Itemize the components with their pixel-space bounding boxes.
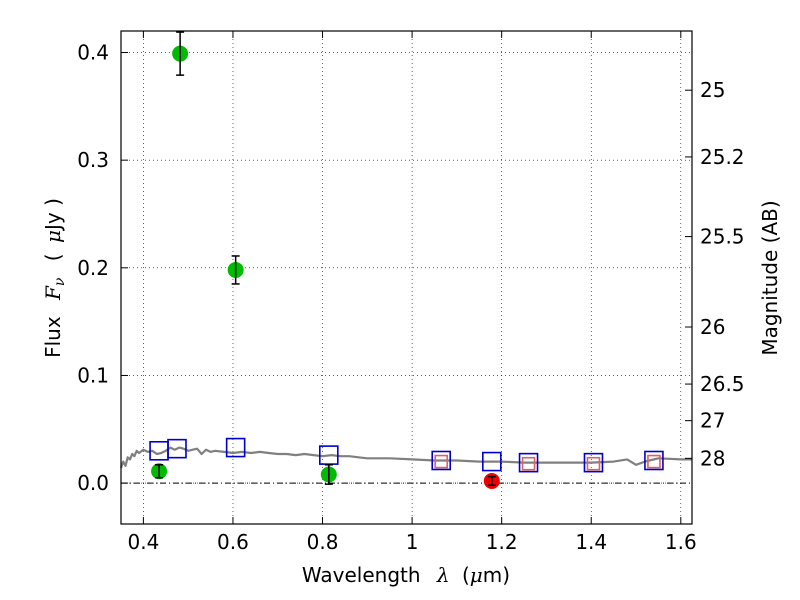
y-axis-title-unit-open: ( [41,253,65,261]
x-tick-label: 0.4 [127,530,159,554]
x-tick-label: 1.6 [665,530,697,554]
y2-tick-label: 25 [700,78,725,102]
y2-axis-title: Magnitude (AB) [758,200,782,355]
y2-tick-label: 28 [700,446,725,470]
y2-tick-label: 26.5 [700,372,745,396]
model-photometry-square [644,450,664,471]
y-tick-label: 0.1 [77,363,109,387]
y-axis-title: Flux Fν ( μJy ) [41,198,69,358]
model-photometry-inner-square [586,456,601,471]
y2-tick-label: 25.5 [700,225,745,249]
x-axis-title-symbol: λ [436,563,450,587]
y-tick-label: 0.4 [77,41,109,65]
y-axis-title-text: Flux [41,316,65,358]
ticks: 0.4 0.6 0.8 1 1.2 1.4 1.6 0.0 0.1 0.2 0.3 0.4 25 25.2… [77,31,745,554]
model-photometry-inner-square [647,454,661,469]
y-axis-title-unit-rest: Jy ) [41,198,65,232]
model-photometry-inner-square [434,454,449,469]
x-axis-title: Wavelength λ (μm) [302,563,510,587]
model-photometry-square [482,451,502,472]
model-photometry-square [225,437,246,458]
model-photometry-square [518,452,539,473]
model-photometry-square [431,450,452,471]
x-axis-title-unit-mu: μ [470,563,483,587]
x-tick-label: 1 [406,530,419,554]
model-photometry-square [583,452,604,473]
y2-tick-label: 27 [700,409,725,433]
y-tick-label: 0.0 [77,471,109,495]
y-axis-title-subscript: ν [52,277,68,286]
model-spectrum-line [119,446,692,469]
x-axis-title-unit-open: ( [462,563,470,587]
y2-tick-label: 26 [700,315,725,339]
x-axis-title-unit-rest: m) [483,563,510,587]
x-tick-label: 0.6 [217,530,249,554]
y-axis-title-unit-mu: μ [41,230,65,243]
y-axis-title-symbol: F [41,285,65,301]
model-photometry-square [167,438,187,459]
x-tick-label: 1.4 [575,530,607,554]
model-photometry-inner-square [521,456,536,471]
y2-tick-label: 25.2 [700,145,745,169]
plot-frame [120,30,693,525]
y-tick-label: 0.3 [77,148,109,172]
y-tick-label: 0.2 [77,256,109,280]
x-axis-title-text: Wavelength [302,563,421,587]
x-tick-label: 1.2 [486,530,518,554]
series [119,31,692,489]
x-tick-label: 0.8 [307,530,339,554]
